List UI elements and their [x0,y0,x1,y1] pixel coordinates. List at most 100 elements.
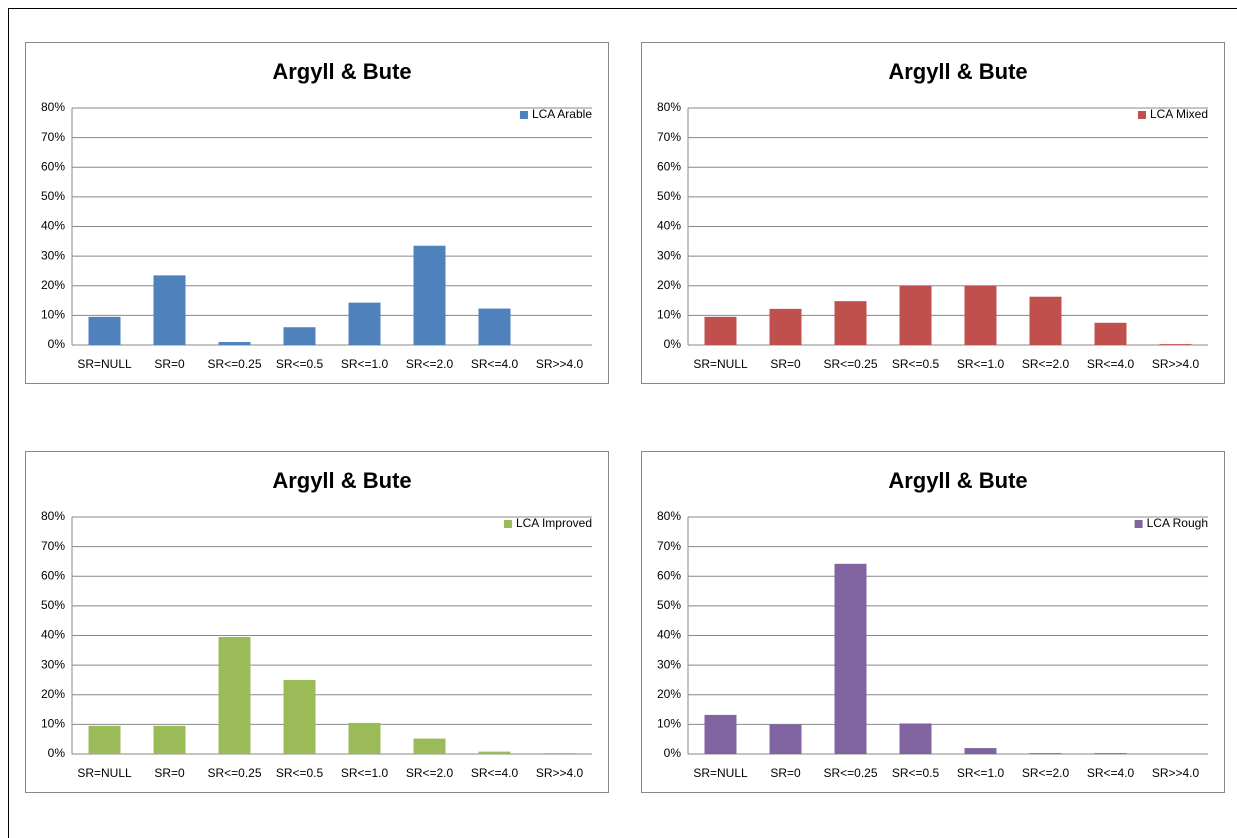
legend-label: LCA Improved [516,516,592,530]
bar [153,725,186,754]
bar [964,285,997,345]
bar [348,722,381,754]
chart: Argyll & Bute 0% 10% 20% 30% 40% 50% 60% 70% 80% S… [641,42,1225,384]
x-tick-label: SR<=4.0 [471,357,519,371]
bar [283,679,316,754]
bar [153,275,186,345]
x-tick-label: SR<=4.0 [1087,357,1135,371]
y-tick-label: 60% [41,568,65,582]
bar [1094,322,1127,345]
bar [543,753,576,754]
bar [478,751,511,754]
y-tick-label: 80% [41,509,65,523]
y-tick-label: 60% [657,159,681,173]
y-tick-label: 0% [48,337,66,351]
bar [834,301,867,345]
chart: Argyll & Bute 0% 10% 20% 30% 40% 50% 60% 70% 80% S… [25,42,609,384]
x-tick-label: SR=NULL [693,357,748,371]
x-tick-label: SR<=2.0 [1022,766,1070,780]
y-tick-label: 10% [657,308,681,322]
bar [283,327,316,345]
x-tick-label: SR>>4.0 [536,766,584,780]
x-tick-label: SR<=1.0 [341,766,389,780]
bar [704,316,737,345]
y-tick-label: 70% [657,539,681,553]
legend-swatch [1134,520,1143,528]
bar [88,316,121,345]
y-tick-label: 20% [657,687,681,701]
x-tick-label: SR<=0.5 [892,357,940,371]
chart: Argyll & Bute 0% 10% 20% 30% 40% 50% 60% 70% 80% S… [25,451,609,793]
y-tick-label: 60% [41,159,65,173]
chart: Argyll & Bute 0% 10% 20% 30% 40% 50% 60% 70% 80% S… [641,451,1225,793]
y-tick-label: 40% [41,628,65,642]
x-tick-label: SR<=1.0 [957,766,1005,780]
x-tick-label: SR<=0.5 [276,766,324,780]
x-tick-label: SR>>4.0 [536,357,584,371]
y-tick-label: 80% [41,100,65,114]
y-tick-label: 10% [41,308,65,322]
y-tick-label: 20% [41,278,65,292]
x-tick-label: SR<=1.0 [341,357,389,371]
bar [899,285,932,345]
y-tick-label: 0% [664,746,682,760]
frame [8,8,1237,838]
x-tick-label: SR<=0.5 [892,766,940,780]
x-tick-label: SR=0 [154,357,185,371]
bar [1029,753,1062,754]
x-tick-label: SR<=0.25 [207,357,261,371]
bar [834,563,867,754]
y-tick-label: 40% [657,219,681,233]
bar [1094,753,1127,754]
bar [1159,344,1192,345]
x-tick-label: SR<=0.25 [207,766,261,780]
chart-title: Argyll & Bute [272,468,411,493]
y-tick-label: 20% [41,687,65,701]
bar [88,725,121,754]
bar [899,723,932,754]
x-tick-label: SR=0 [770,766,801,780]
x-tick-label: SR<=4.0 [1087,766,1135,780]
x-tick-label: SR<=0.25 [823,766,877,780]
chart-title: Argyll & Bute [272,59,411,84]
y-tick-label: 40% [657,628,681,642]
legend-swatch [519,111,528,119]
y-tick-label: 70% [657,130,681,144]
chart-border [641,42,1225,384]
x-tick-label: SR<=0.25 [823,357,877,371]
y-tick-label: 70% [41,130,65,144]
x-tick-label: SR<=1.0 [957,357,1005,371]
bar [218,342,251,345]
y-tick-label: 80% [657,509,681,523]
bar [348,302,381,345]
bar [1029,296,1062,345]
y-tick-label: 80% [657,100,681,114]
x-tick-label: SR<=2.0 [406,357,454,371]
chart-border [25,42,609,384]
y-tick-label: 40% [41,219,65,233]
y-tick-label: 50% [41,189,65,203]
chart-border [25,451,609,793]
legend-label: LCA Mixed [1150,107,1208,121]
bar [769,724,802,754]
x-tick-label: SR>>4.0 [1152,766,1200,780]
bar [964,748,997,754]
y-tick-label: 10% [657,717,681,731]
y-tick-label: 10% [41,717,65,731]
legend-label: LCA Rough [1147,516,1208,530]
chart-title: Argyll & Bute [888,468,1027,493]
chart-border [641,451,1225,793]
chart-title: Argyll & Bute [888,59,1027,84]
x-tick-label: SR=NULL [77,357,132,371]
x-tick-label: SR<=4.0 [471,766,519,780]
y-tick-label: 60% [657,568,681,582]
y-tick-label: 30% [657,657,681,671]
x-tick-label: SR<=2.0 [1022,357,1070,371]
x-tick-label: SR=0 [770,357,801,371]
y-tick-label: 0% [664,337,682,351]
bar [769,308,802,345]
y-tick-label: 30% [41,657,65,671]
bar [704,714,737,754]
y-tick-label: 30% [41,248,65,262]
